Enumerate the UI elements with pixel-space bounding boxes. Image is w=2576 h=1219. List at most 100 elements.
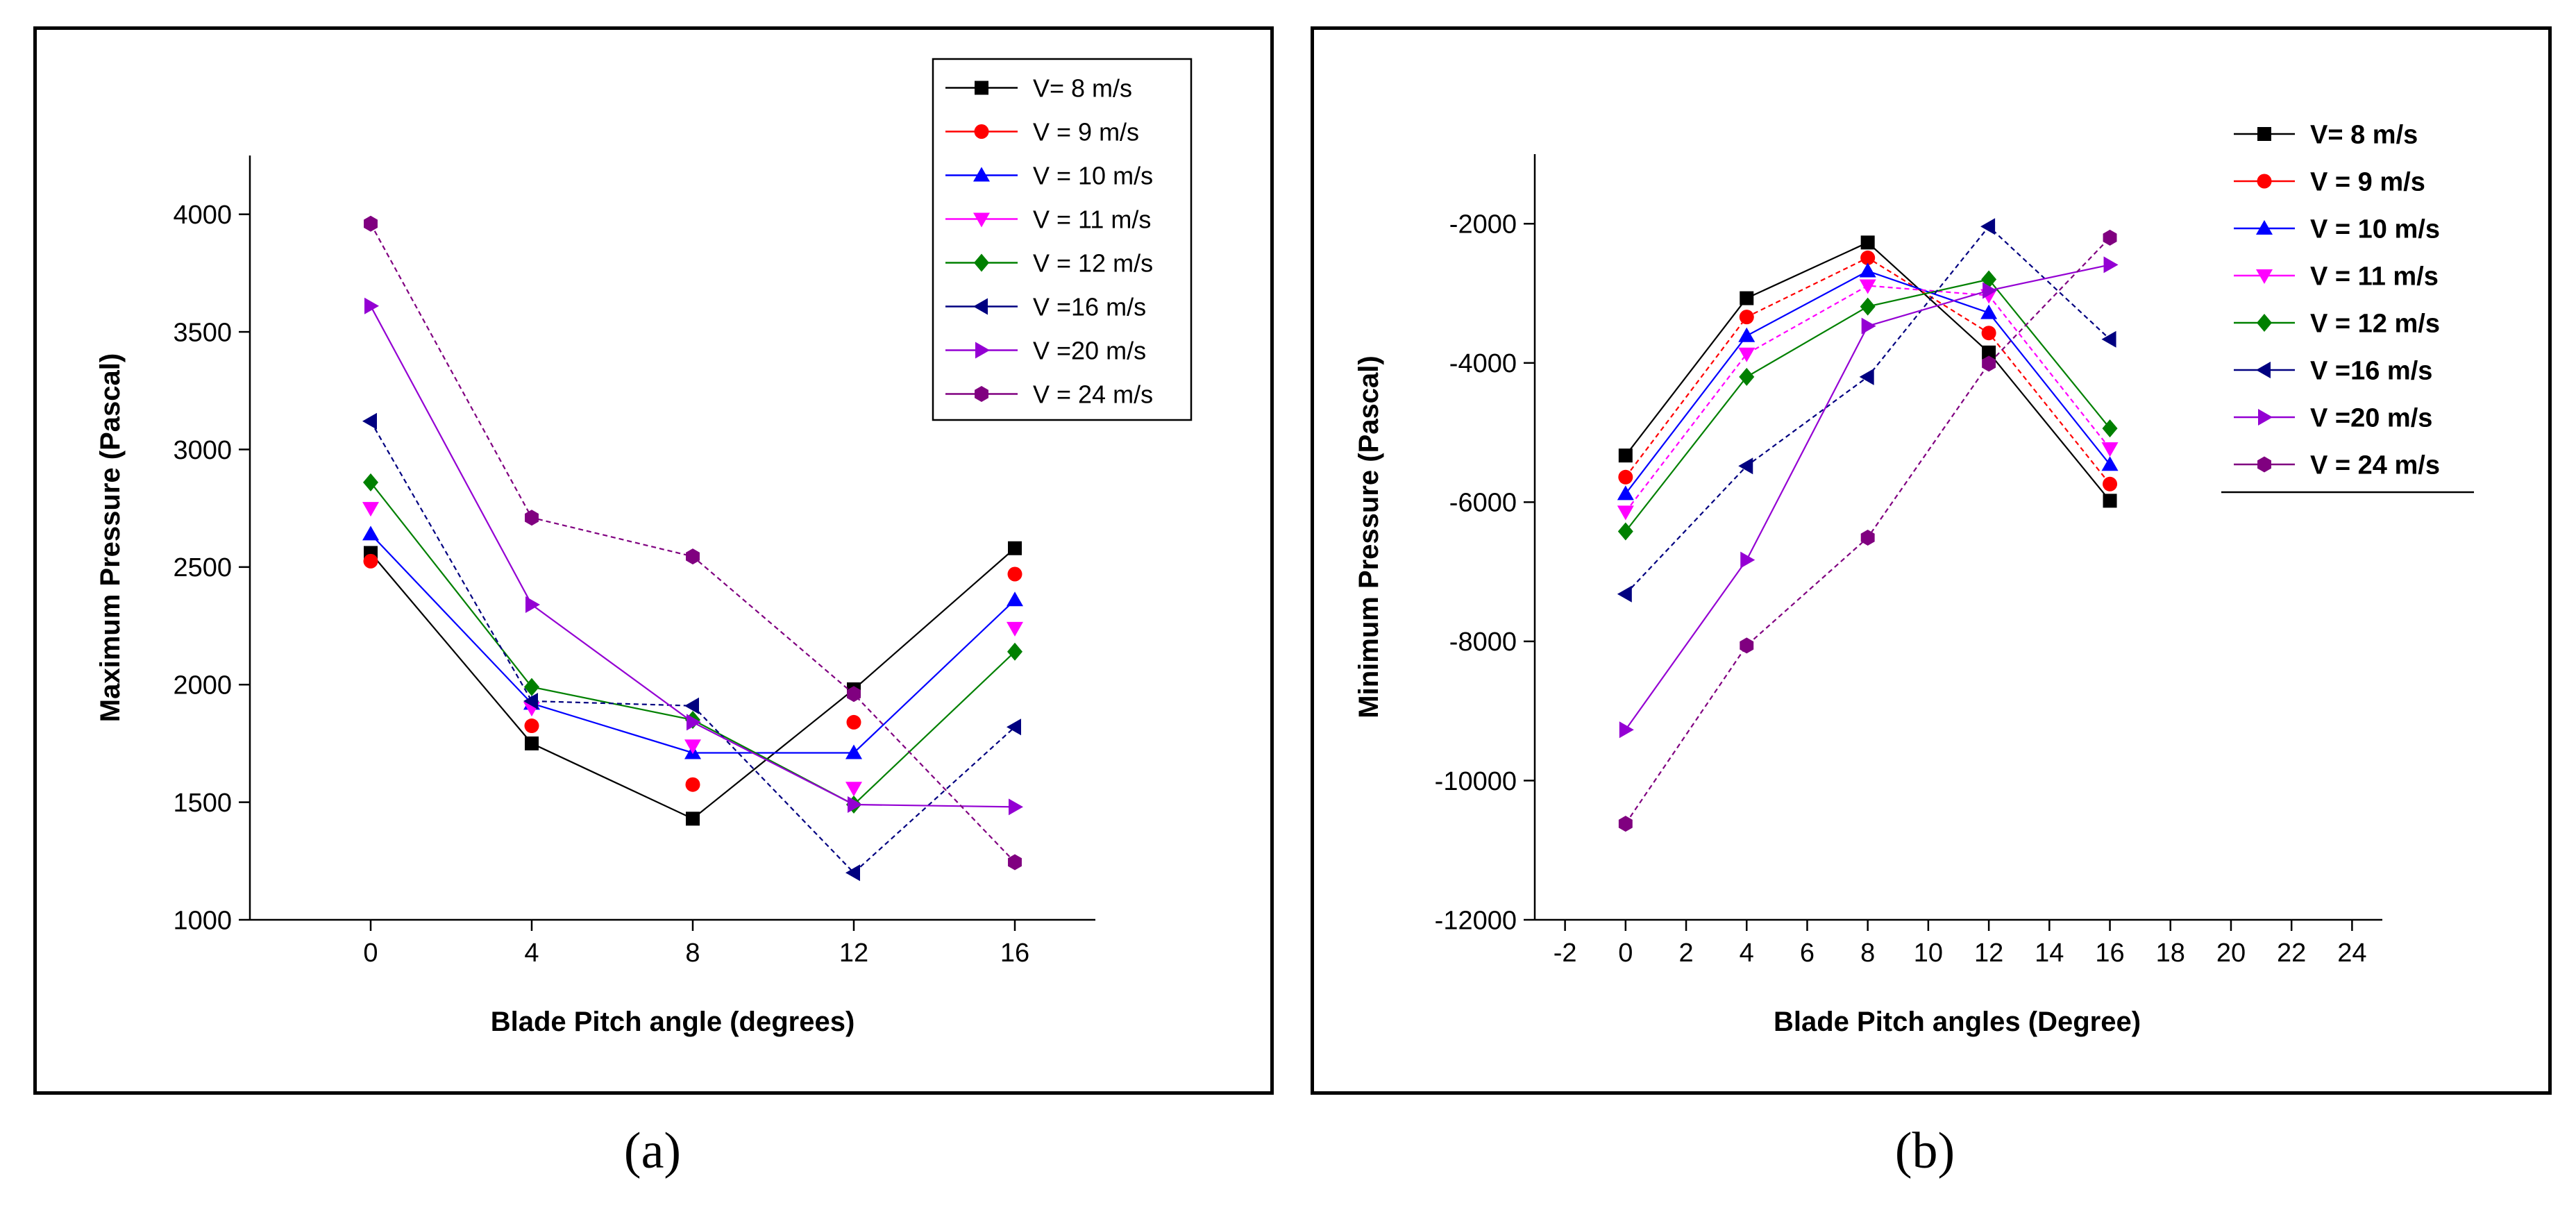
- data-point: [364, 215, 378, 232]
- data-point: [845, 782, 862, 797]
- legend-label: V =16 m/s: [2310, 357, 2432, 386]
- x-tick-label: 10: [1914, 939, 1943, 968]
- legend-marker: [2256, 220, 2273, 235]
- data-point: [1859, 368, 1874, 385]
- legend-label: V = 12 m/s: [1033, 249, 1153, 277]
- data-point: [1738, 457, 1753, 475]
- data-point: [1740, 291, 1754, 305]
- data-point: [362, 412, 377, 430]
- x-tick-label: 14: [2035, 939, 2064, 968]
- data-point: [363, 553, 378, 569]
- data-point: [1618, 816, 1633, 832]
- data-point: [524, 718, 539, 734]
- data-point: [525, 596, 540, 614]
- data-point: [1617, 505, 1634, 521]
- y-tick-label: 2000: [173, 671, 232, 700]
- data-point: [2103, 229, 2117, 246]
- data-point: [1617, 522, 1633, 541]
- legend-marker: [973, 298, 988, 315]
- x-tick-label: -2: [1554, 939, 1577, 968]
- data-point: [1861, 317, 1876, 335]
- data-point: [1618, 469, 1633, 485]
- data-point: [1007, 621, 1023, 637]
- legend-label: V = 9 m/s: [1033, 117, 1139, 146]
- data-point: [845, 744, 862, 759]
- legend-marker: [2258, 409, 2273, 426]
- data-point: [687, 714, 701, 731]
- x-tick-label: 0: [1618, 939, 1633, 968]
- legend-label: V = 12 m/s: [2310, 310, 2440, 339]
- data-point: [685, 777, 700, 792]
- data-point: [2102, 419, 2118, 438]
- legend-label: V =16 m/s: [1033, 292, 1146, 321]
- data-point: [1982, 282, 1998, 299]
- data-point: [2101, 330, 2116, 348]
- legend-label: V = 24 m/s: [2310, 451, 2440, 480]
- data-point: [525, 736, 539, 750]
- y-tick-label: 2500: [173, 553, 232, 582]
- x-axis-title: Blade Pitch angle (degrees): [491, 1007, 855, 1037]
- y-axis-title: Minimum Pressure (Pascal): [1354, 355, 1384, 718]
- data-point: [2103, 256, 2119, 274]
- legend-marker: [975, 386, 988, 402]
- data-point: [1007, 566, 1022, 582]
- legend-marker: [2257, 456, 2271, 473]
- legend-marker: [973, 167, 990, 182]
- x-tick-label: 24: [2337, 939, 2366, 968]
- y-tick-label: -8000: [1449, 628, 1517, 657]
- x-tick-label: 8: [685, 939, 700, 968]
- data-point: [686, 812, 700, 826]
- data-point: [362, 502, 379, 517]
- x-tick-label: 4: [1740, 939, 1754, 968]
- data-point: [847, 686, 861, 703]
- x-tick-label: 16: [1000, 939, 1029, 968]
- legend-label: V = 9 m/s: [2310, 168, 2425, 197]
- panel-b-frame: [1311, 26, 2552, 1095]
- data-point: [1008, 854, 1022, 871]
- y-tick-label: 3500: [173, 318, 232, 347]
- legend-marker: [974, 124, 989, 139]
- legend-marker: [975, 81, 988, 95]
- data-point: [1982, 345, 1996, 360]
- x-tick-label: 6: [1800, 939, 1815, 968]
- legend-label: V= 8 m/s: [1033, 74, 1132, 102]
- data-point: [1618, 448, 1633, 463]
- data-point: [848, 796, 862, 814]
- data-point: [1981, 326, 1996, 341]
- legend-label: V =20 m/s: [1033, 336, 1146, 364]
- y-tick-label: -10000: [1435, 767, 1517, 796]
- data-point: [364, 297, 379, 314]
- y-tick-label: -2000: [1449, 210, 1517, 239]
- legend-marker: [973, 212, 990, 228]
- data-point: [1009, 798, 1023, 816]
- legend-marker: [2256, 362, 2271, 378]
- data-point: [1980, 304, 1998, 319]
- legend-marker: [2256, 269, 2273, 284]
- legend-marker: [2257, 174, 2272, 189]
- legend-marker: [975, 342, 990, 359]
- data-point: [2101, 442, 2119, 457]
- data-point: [1008, 541, 1022, 555]
- legend-label: V = 24 m/s: [1033, 380, 1153, 408]
- data-point: [1007, 718, 1021, 736]
- data-point: [1982, 355, 1996, 372]
- caption-a: (a): [623, 1123, 682, 1179]
- data-point: [845, 864, 860, 882]
- x-axis-title: Blade Pitch angles (Degree): [1774, 1007, 2141, 1037]
- legend-label: V =20 m/s: [2310, 404, 2432, 433]
- legend-label: V= 8 m/s: [2310, 121, 2418, 150]
- data-point: [524, 678, 539, 696]
- data-point: [525, 510, 539, 526]
- y-tick-label: -12000: [1435, 906, 1517, 935]
- data-point: [2101, 456, 2119, 471]
- data-point: [1738, 327, 1756, 342]
- data-point: [1007, 591, 1023, 607]
- x-tick-label: 18: [2156, 939, 2185, 968]
- legend-marker: [974, 253, 989, 272]
- data-point: [2103, 476, 2118, 491]
- y-tick-label: 4000: [173, 201, 232, 230]
- data-point: [1860, 235, 1875, 250]
- legend-marker: [2257, 127, 2271, 141]
